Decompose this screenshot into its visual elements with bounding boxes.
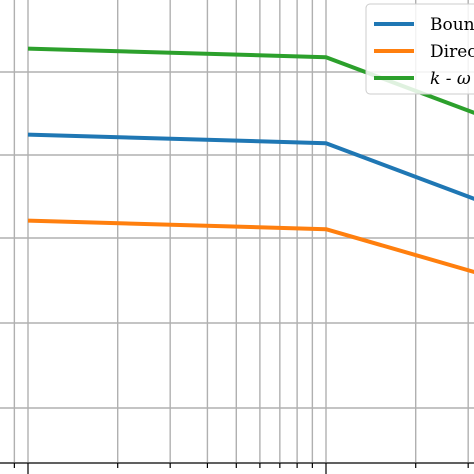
legend: Bound Direct k - ω (365, 3, 474, 95)
series-line-3 (27, 46, 474, 115)
series-line-2 (27, 218, 474, 274)
legend-label-3: k - ω (430, 69, 471, 89)
legend-label-2: Direct (430, 42, 474, 62)
series-lines (27, 46, 474, 274)
x-axis (0, 462, 474, 474)
legend-label-1: Bound (430, 15, 474, 35)
legend-box (365, 3, 474, 95)
series-line-1 (27, 132, 474, 201)
